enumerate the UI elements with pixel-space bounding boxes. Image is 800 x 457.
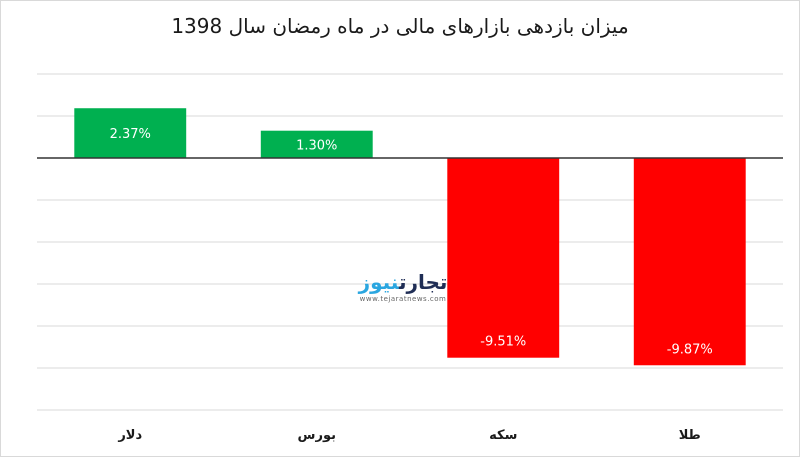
watermark-name-part1: تجارت — [398, 270, 448, 294]
watermark-url: www.tejaratnews.com — [359, 295, 447, 303]
watermark-name-part2: نیوز — [358, 270, 399, 294]
data-label-0: 2.37% — [110, 127, 151, 142]
data-label-2: -9.51% — [480, 335, 526, 350]
watermark-name: تجارتنیوز — [343, 270, 463, 294]
bars — [74, 108, 746, 366]
data-label-1: 1.30% — [296, 138, 337, 153]
bar-1 — [260, 130, 373, 158]
category-label-0: دلار — [117, 428, 142, 443]
bar-3 — [633, 158, 746, 366]
data-label-3: -9.87% — [667, 342, 713, 357]
category-label-3: طلا — [679, 428, 701, 443]
bar-2 — [447, 158, 560, 358]
category-label-1: بورس — [298, 428, 336, 443]
chart-title: میزان بازدهی بازارهای مالی در ماه رمضان … — [171, 14, 629, 38]
bar-0 — [74, 108, 187, 158]
category-labels: دلار بورس سکه طلا — [117, 428, 700, 443]
data-labels: 2.37% 1.30% -9.51% -9.87% — [110, 127, 713, 357]
category-label-2: سکه — [489, 428, 517, 443]
watermark-logo: تجارتنیوز www.tejaratnews.com — [343, 270, 463, 320]
